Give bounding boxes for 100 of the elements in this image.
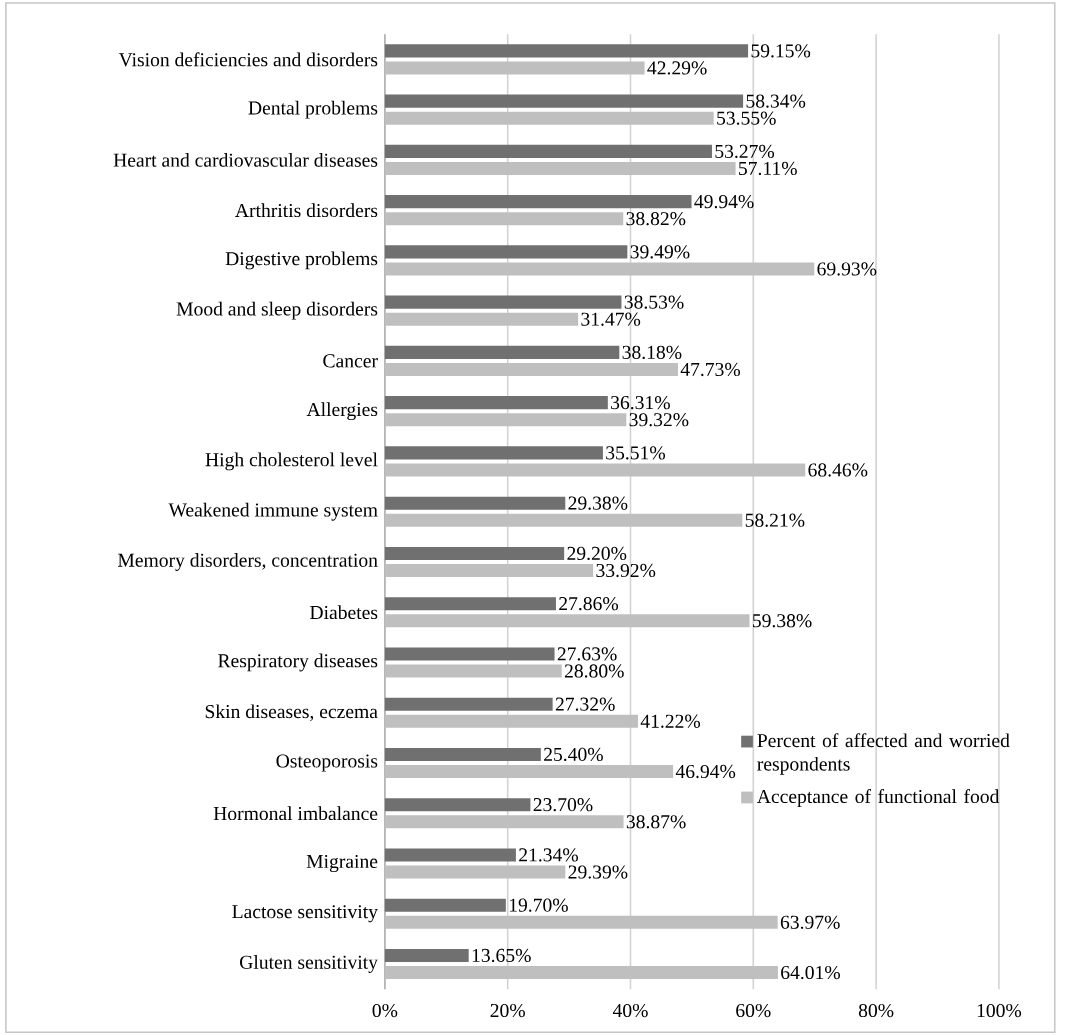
data-label: 21.34% — [519, 848, 578, 862]
bar — [384, 563, 594, 577]
bar — [384, 965, 778, 980]
y-tick-label: Migraine — [306, 854, 378, 873]
bar — [384, 513, 743, 527]
bar — [384, 161, 736, 175]
legend-label: Acceptance of functional food — [757, 789, 1000, 808]
data-label: 41.22% — [640, 714, 701, 728]
data-label: 38.53% — [624, 295, 684, 309]
data-label: 69.93% — [817, 262, 877, 276]
x-tick-label: 0% — [372, 1003, 398, 1018]
x-tick-label: 100% — [977, 1003, 1022, 1018]
bar — [384, 614, 750, 628]
bar — [384, 647, 555, 661]
data-label: 19.70% — [509, 898, 568, 912]
data-label: 59.15% — [751, 44, 811, 58]
bar — [384, 546, 565, 560]
bar — [384, 747, 541, 761]
bar — [384, 396, 608, 410]
data-label: 25.40% — [544, 747, 603, 762]
bar — [384, 664, 562, 678]
x-tick-label: 60% — [736, 1003, 771, 1018]
data-label: 58.21% — [745, 513, 805, 527]
data-label: 42.29% — [647, 61, 707, 75]
y-tick-label: Dental problems — [248, 100, 378, 119]
bar — [384, 915, 778, 929]
y-tick-label: Mood and sleep disorders — [176, 301, 378, 320]
bar — [384, 496, 566, 510]
data-label: 29.39% — [568, 865, 628, 879]
y-tick-label: Skin diseases, eczema — [205, 704, 378, 721]
y-tick-label: Gluten sensitivity — [240, 955, 378, 973]
bar — [384, 44, 749, 58]
bar — [384, 111, 714, 125]
bar — [384, 245, 628, 259]
bar — [384, 144, 712, 158]
x-tick-label: 40% — [612, 1003, 648, 1018]
bar — [384, 798, 531, 812]
bar — [384, 446, 603, 460]
data-label: 59.38% — [752, 614, 812, 628]
legend-label: Percent of affected and worried respondents — [757, 733, 1010, 775]
data-label: 38.82% — [626, 212, 686, 226]
data-label: 38.87% — [626, 815, 686, 829]
bar — [384, 195, 692, 209]
x-tick-label: 80% — [858, 1003, 894, 1018]
bar — [384, 697, 553, 711]
bar — [384, 61, 645, 75]
data-label: 38.18% — [622, 345, 682, 359]
bar — [384, 262, 815, 276]
data-label: 33.92% — [596, 563, 656, 578]
bar — [384, 345, 620, 359]
bar — [384, 413, 627, 427]
data-label: 27.32% — [555, 697, 615, 711]
data-label: 27.63% — [557, 647, 617, 661]
y-tick-label: Respiratory diseases — [218, 653, 378, 672]
bar — [384, 212, 624, 226]
data-label: 28.80% — [564, 664, 624, 678]
data-label: 29.38% — [568, 496, 628, 510]
data-label: 49.94% — [694, 194, 754, 209]
y-tick-label: Allergies — [306, 402, 378, 421]
y-tick-label: Memory disorders, concentration — [117, 552, 378, 571]
data-label: 68.46% — [808, 463, 868, 477]
data-label: 36.31% — [611, 395, 670, 410]
data-label: 46.94% — [675, 764, 736, 779]
data-label: 31.47% — [581, 312, 641, 326]
x-tick-label: 20% — [490, 1003, 525, 1018]
data-label: 57.11% — [739, 161, 797, 176]
data-label: 53.55% — [717, 111, 776, 125]
bar — [384, 815, 624, 829]
bar — [384, 948, 469, 962]
data-label: 63.97% — [780, 915, 840, 929]
bar — [384, 848, 516, 862]
bar — [384, 714, 638, 728]
y-tick-label: Diabetes — [309, 605, 378, 620]
bar — [384, 764, 674, 778]
data-label: 64.01% — [781, 965, 841, 980]
data-label: 39.49% — [630, 245, 690, 259]
y-tick-label: Hormonal imbalance — [213, 806, 378, 821]
data-label: 27.86% — [559, 596, 619, 611]
bar — [384, 463, 806, 477]
bar — [384, 94, 744, 108]
data-label: 23.70% — [533, 797, 593, 812]
bar — [384, 865, 566, 879]
data-label: 29.20% — [567, 546, 627, 561]
bar — [384, 597, 556, 611]
y-tick-label: Cancer — [323, 354, 378, 368]
data-label: 35.51% — [606, 446, 666, 460]
data-label: 53.27% — [715, 144, 775, 158]
bar — [384, 362, 678, 376]
y-tick-label: Osteoporosis — [276, 754, 378, 772]
y-tick-label: Heart and cardiovascular diseases — [113, 152, 378, 167]
bar — [384, 295, 622, 309]
data-label: 58.34% — [746, 94, 806, 108]
y-tick-label: Weakened immune system — [168, 502, 378, 521]
y-tick-label: Arthritis disorders — [235, 203, 378, 217]
y-tick-label: Lactose sensitivity — [232, 905, 378, 923]
data-label: 47.73% — [680, 362, 741, 377]
y-tick-label: Digestive problems — [225, 251, 378, 270]
bar — [384, 312, 579, 326]
y-tick-label: High cholesterol level — [205, 452, 378, 471]
bar — [384, 898, 506, 912]
